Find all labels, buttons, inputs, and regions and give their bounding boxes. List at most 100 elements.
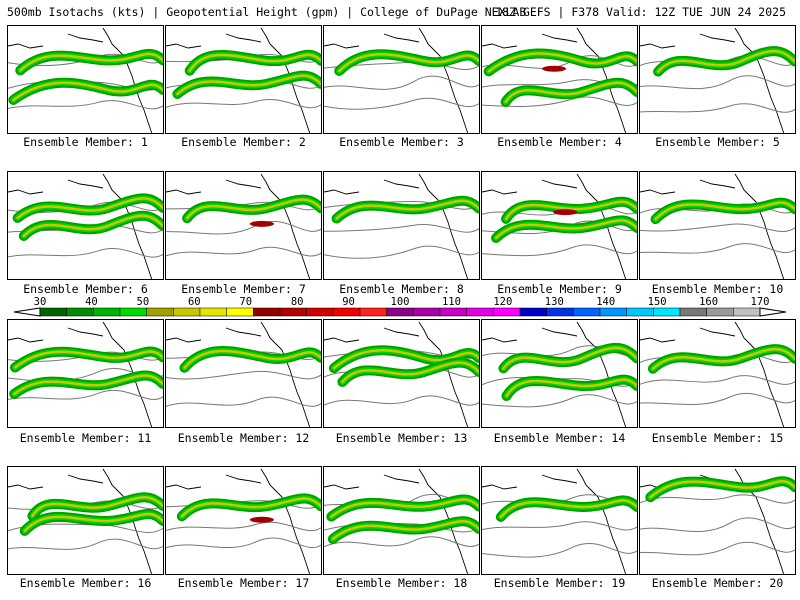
colorbar-swatch xyxy=(706,307,734,317)
colorbar-swatch xyxy=(466,307,494,317)
product-title: 500mb Isotachs (kts) | Geopotential Heig… xyxy=(7,5,527,19)
height-contour xyxy=(8,538,163,550)
height-contour xyxy=(640,75,795,90)
ensemble-member-caption: Ensemble Member: 20 xyxy=(651,576,784,590)
ensemble-member-map xyxy=(639,319,796,428)
ensemble-member-map xyxy=(481,319,638,428)
ensemble-member-caption: Ensemble Member: 7 xyxy=(181,282,306,296)
coastline xyxy=(640,27,785,133)
map-graphic xyxy=(482,173,637,279)
jet-max-core xyxy=(249,516,274,523)
isotach-band xyxy=(176,74,321,96)
colorbar-swatch xyxy=(626,307,654,317)
colorbar-strip xyxy=(13,307,787,317)
colorbar-swatch xyxy=(359,307,387,317)
coastline xyxy=(166,173,311,279)
colorbar-label: 40 xyxy=(85,296,98,308)
map-graphic xyxy=(8,321,163,427)
colorbar-swatch xyxy=(66,307,94,317)
ensemble-member-caption: Ensemble Member: 13 xyxy=(335,431,468,445)
colorbar-swatch xyxy=(413,307,441,317)
ensemble-member-map xyxy=(639,25,796,134)
isotach-band xyxy=(341,361,479,384)
height-contour xyxy=(8,389,163,400)
coastline xyxy=(166,27,311,133)
colorbar-swatch xyxy=(679,307,707,317)
isotach-band xyxy=(487,52,637,73)
height-contour xyxy=(640,494,795,504)
colorbar-label: 140 xyxy=(596,296,616,308)
coastline xyxy=(8,468,153,574)
colorbar-swatch xyxy=(333,307,361,317)
ensemble-member-map xyxy=(7,319,164,428)
isotach-band xyxy=(16,197,163,220)
isotach-band xyxy=(183,349,321,370)
coastline xyxy=(482,27,627,133)
map-graphic xyxy=(8,27,163,133)
isotach-band xyxy=(331,520,479,541)
height-contour xyxy=(482,542,637,558)
coastline xyxy=(8,27,153,133)
height-contour xyxy=(166,396,321,407)
map-graphic xyxy=(166,468,321,574)
height-contour xyxy=(166,370,321,380)
ensemble-member-map xyxy=(481,171,638,280)
ensemble-member-map xyxy=(165,171,322,280)
colorbar-swatch xyxy=(39,307,67,317)
jet-max-core xyxy=(553,209,578,216)
colorbar-swatch xyxy=(226,307,254,317)
isotach-band xyxy=(13,350,163,369)
isotach-band xyxy=(330,498,479,518)
isotach-band xyxy=(188,53,321,72)
map-graphic xyxy=(640,321,795,427)
isotach-band xyxy=(18,52,163,72)
colorbar-swatch xyxy=(173,307,201,317)
map-graphic xyxy=(166,173,321,279)
ensemble-member-caption: Ensemble Member: 19 xyxy=(493,576,626,590)
height-contour xyxy=(166,99,321,109)
height-contour xyxy=(640,223,795,232)
colorbar-swatch xyxy=(306,307,334,317)
ensemble-member-caption: Ensemble Member: 10 xyxy=(651,282,784,296)
colorbar-label: 70 xyxy=(239,296,253,308)
map-graphic xyxy=(324,173,479,279)
ensemble-member-map xyxy=(165,319,322,428)
ensemble-member-caption: Ensemble Member: 11 xyxy=(19,431,152,445)
colorbar-swatch xyxy=(439,307,467,317)
map-graphic xyxy=(324,27,479,133)
ensemble-member-map xyxy=(323,466,480,575)
ensemble-member-map xyxy=(323,319,480,428)
coastline xyxy=(324,173,469,279)
coastline xyxy=(8,321,153,427)
colorbar-label: 80 xyxy=(290,296,304,308)
isotach-band xyxy=(649,480,795,499)
ensemble-member-map xyxy=(323,25,480,134)
height-contour xyxy=(640,375,795,385)
map-graphic xyxy=(324,468,479,574)
map-graphic xyxy=(482,27,637,133)
coastline xyxy=(166,321,311,427)
height-contour xyxy=(640,103,795,113)
isotach-band xyxy=(499,499,637,519)
ensemble-member-map xyxy=(7,466,164,575)
height-contour xyxy=(640,392,795,405)
coastline xyxy=(482,173,627,279)
map-graphic xyxy=(324,321,479,427)
jet-max-core xyxy=(542,65,567,72)
colorbar-swatch xyxy=(146,307,174,317)
map-graphic xyxy=(640,27,795,133)
map-graphic xyxy=(166,321,321,427)
ensemble-member-caption: Ensemble Member: 1 xyxy=(23,135,148,149)
ensemble-member-caption: Ensemble Member: 17 xyxy=(177,576,310,590)
ensemble-member-map xyxy=(7,25,164,134)
colorbar-swatch xyxy=(386,307,414,317)
coastline xyxy=(324,27,469,133)
isotach-band xyxy=(504,200,637,221)
height-contour xyxy=(166,521,321,532)
isotach-band xyxy=(337,52,479,73)
colorbar-swatch xyxy=(119,307,147,317)
ensemble-member-caption: Ensemble Member: 12 xyxy=(177,431,310,445)
isotach-band xyxy=(23,512,163,533)
ensemble-member-map xyxy=(639,171,796,280)
ensemble-member-caption: Ensemble Member: 8 xyxy=(339,282,464,296)
